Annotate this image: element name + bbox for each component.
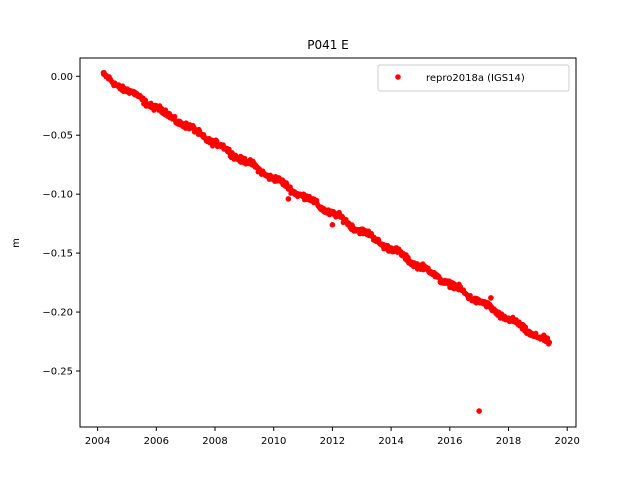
y-tick-label: 0.00 bbox=[51, 72, 73, 83]
data-point bbox=[523, 324, 529, 330]
x-tick-label: 2010 bbox=[261, 436, 286, 447]
data-point-outlier bbox=[329, 222, 336, 228]
y-tick-label: −0.25 bbox=[42, 367, 73, 378]
data-point bbox=[214, 138, 220, 144]
y-tick-label: −0.10 bbox=[42, 190, 73, 201]
x-tick-label: 2016 bbox=[437, 436, 462, 447]
y-tick-label: −0.20 bbox=[42, 308, 73, 319]
data-point-outlier bbox=[285, 196, 292, 202]
legend-marker bbox=[395, 74, 401, 80]
legend: repro2018a (IGS14) bbox=[377, 64, 570, 92]
y-tick-label: −0.05 bbox=[42, 131, 73, 142]
data-point bbox=[547, 339, 553, 345]
x-tick-label: 2004 bbox=[85, 436, 110, 447]
x-tick-label: 2006 bbox=[144, 436, 169, 447]
y-tick-label: −0.15 bbox=[42, 249, 73, 260]
x-tick-label: 2008 bbox=[202, 436, 227, 447]
x-tick-label: 2020 bbox=[554, 436, 579, 447]
data-point bbox=[172, 113, 178, 119]
data-point bbox=[226, 146, 232, 152]
x-tick-label: 2012 bbox=[320, 436, 345, 447]
x-tick-label: 2018 bbox=[496, 436, 521, 447]
chart-title: P041 E bbox=[307, 38, 349, 52]
legend-label: repro2018a (IGS14) bbox=[426, 73, 525, 84]
data-point-outlier bbox=[100, 69, 107, 76]
data-points bbox=[100, 69, 553, 414]
plot-area bbox=[100, 69, 553, 414]
y-axis-label: m bbox=[11, 238, 22, 248]
legend-box bbox=[377, 64, 570, 92]
y-axis: 0.00 −0.05 −0.10 −0.15 −0.20 −0.25 bbox=[42, 72, 80, 378]
data-point-outlier bbox=[488, 295, 494, 301]
data-point bbox=[163, 107, 169, 113]
x-axis: 2004 2006 2008 2010 2012 2014 2016 2018 2020 bbox=[85, 427, 580, 447]
plot-frame bbox=[79, 57, 577, 428]
x-tick-label: 2014 bbox=[378, 436, 403, 447]
data-point-outlier bbox=[476, 408, 482, 414]
